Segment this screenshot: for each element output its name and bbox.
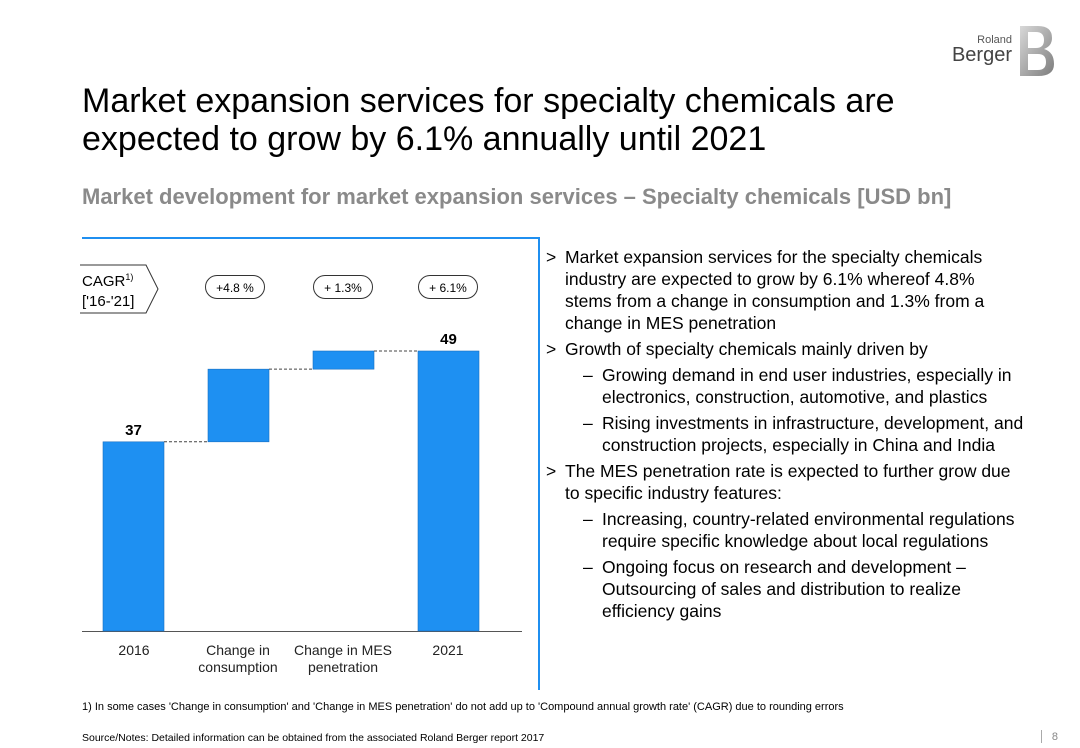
sub-bullet-marker: –: [583, 413, 593, 433]
bullet-marker: >: [546, 247, 557, 267]
b-logo-icon: [1020, 26, 1054, 76]
bullet-item: > Market expansion services for the spec…: [546, 246, 1026, 334]
sub-bullet-marker: –: [583, 365, 593, 385]
waterfall-chart: 37 49: [82, 331, 522, 632]
bullet-marker: >: [546, 339, 557, 359]
category-label-consumption: Change in consumption: [198, 642, 278, 675]
bar-1: [207, 368, 270, 443]
cagr-total-pill: + 6.1%: [418, 275, 478, 299]
sub-bullet-item: – Growing demand in end user industries,…: [565, 364, 1026, 408]
cagr-arrow-box: [80, 264, 159, 314]
category-label-2016: 2016: [118, 642, 150, 658]
data-label-3: 49: [440, 331, 457, 348]
page-divider: [1041, 730, 1042, 743]
page-number: 8: [1051, 731, 1058, 743]
roland-berger-logo: Roland Berger: [944, 24, 1056, 78]
data-label-0: 37: [125, 422, 142, 439]
cagr-penetration-pill: + 1.3%: [313, 275, 373, 299]
chart-frame: [82, 237, 540, 690]
sub-bullet-marker: –: [583, 557, 593, 577]
logo-roland-text: Roland: [977, 34, 1012, 46]
sub-bullet-text: Ongoing focus on research and developmen…: [602, 557, 966, 621]
bullet-item: > The MES penetration rate is expected t…: [546, 460, 1026, 622]
category-label-penetration: Change in MES penetration: [293, 642, 393, 675]
cagr-consumption-pill: +4.8 %: [205, 275, 265, 299]
cagr-footnote-ref: 1): [125, 272, 134, 282]
sub-bullet-text: Increasing, country-related environmenta…: [602, 509, 1015, 551]
bar-2: [312, 350, 375, 370]
page-title: Market expansion services for specialty …: [82, 82, 895, 158]
bullet-text: Growth of specialty chemicals mainly dri…: [565, 339, 928, 359]
bullet-text: Market expansion services for the specia…: [565, 247, 985, 333]
key-findings-list: > Market expansion services for the spec…: [546, 246, 1026, 622]
cagr-label: CAGR1) ['16-'21]: [82, 267, 134, 312]
bullet-text: The MES penetration rate is expected to …: [565, 461, 1011, 503]
sub-bullet-item: – Increasing, country-related environmen…: [565, 508, 1026, 552]
bar-3: [417, 350, 480, 632]
sub-bullet-item: – Rising investments in infrastructure, …: [565, 412, 1026, 456]
bullet-marker: >: [546, 461, 557, 481]
bullet-item: > Growth of specialty chemicals mainly d…: [546, 338, 1026, 456]
category-label-2021: 2021: [432, 642, 464, 658]
sub-bullet-text: Growing demand in end user industries, e…: [602, 365, 1012, 407]
sub-bullet-marker: –: [583, 509, 593, 529]
footnote: 1) In some cases 'Change in consumption'…: [82, 701, 844, 713]
bar-0: [102, 441, 165, 632]
chart-subtitle: Market development for market expansion …: [82, 184, 952, 209]
cagr-period: ['16-'21]: [82, 293, 135, 310]
source-note: Source/Notes: Detailed information can b…: [82, 732, 545, 744]
cagr-title: CAGR: [82, 273, 126, 290]
sub-bullet-text: Rising investments in infrastructure, de…: [602, 413, 1024, 455]
sub-bullet-item: – Ongoing focus on research and developm…: [565, 556, 1026, 622]
logo-berger-text: Berger: [951, 44, 1012, 66]
